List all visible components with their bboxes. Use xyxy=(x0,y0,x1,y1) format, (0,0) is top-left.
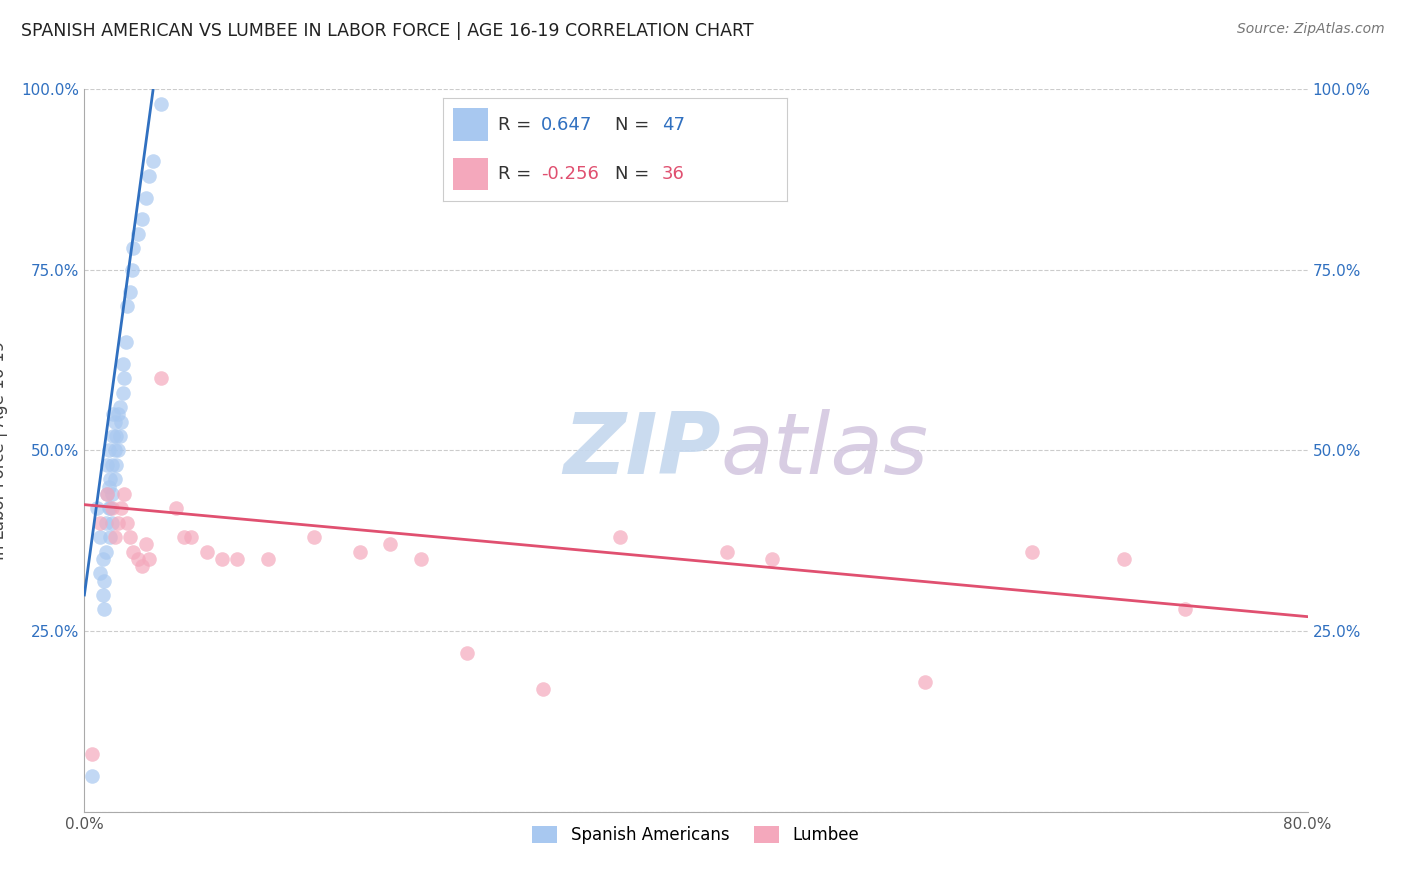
Point xyxy=(93,602,115,616)
Point xyxy=(101,487,124,501)
Point xyxy=(257,551,280,566)
Point xyxy=(97,501,120,516)
Point xyxy=(91,588,114,602)
Point xyxy=(1114,551,1136,566)
Point xyxy=(120,285,142,299)
Point xyxy=(110,501,132,516)
Point xyxy=(105,458,128,472)
Point xyxy=(111,385,134,400)
Point xyxy=(380,537,402,551)
Point xyxy=(761,551,783,566)
Text: R =: R = xyxy=(498,164,537,183)
Point xyxy=(122,544,145,558)
Legend: Spanish Americans, Lumbee: Spanish Americans, Lumbee xyxy=(526,819,866,850)
Point xyxy=(80,747,103,761)
Point xyxy=(1174,602,1197,616)
Point xyxy=(101,458,124,472)
Point xyxy=(302,530,325,544)
Point xyxy=(456,646,478,660)
Point xyxy=(86,501,108,516)
Bar xyxy=(453,108,488,141)
Point xyxy=(104,443,127,458)
Point xyxy=(103,429,125,443)
Text: ZIP: ZIP xyxy=(562,409,720,492)
Point xyxy=(149,371,172,385)
Point xyxy=(108,429,131,443)
Point xyxy=(121,262,143,277)
Y-axis label: In Labor Force | Age 16-19: In Labor Force | Age 16-19 xyxy=(0,341,7,560)
Point xyxy=(108,400,131,414)
Point xyxy=(609,530,631,544)
Point xyxy=(101,501,124,516)
Point xyxy=(104,472,127,486)
Point xyxy=(135,191,157,205)
Point xyxy=(89,530,111,544)
Point xyxy=(80,769,103,783)
Point xyxy=(96,487,118,501)
Point xyxy=(94,544,117,558)
Point xyxy=(91,551,114,566)
Point xyxy=(1021,544,1043,558)
Text: Source: ZipAtlas.com: Source: ZipAtlas.com xyxy=(1237,22,1385,37)
Point xyxy=(531,681,554,696)
Point xyxy=(114,334,136,349)
Text: atlas: atlas xyxy=(720,409,928,492)
Point xyxy=(180,530,202,544)
Point xyxy=(131,212,153,227)
Point xyxy=(107,516,129,530)
Point xyxy=(105,429,128,443)
Point xyxy=(195,544,218,558)
Point xyxy=(103,407,125,421)
Point xyxy=(111,357,134,371)
Text: N =: N = xyxy=(616,116,655,135)
Point xyxy=(173,530,195,544)
Point xyxy=(138,169,160,183)
Point xyxy=(89,566,111,581)
Point xyxy=(110,415,132,429)
Bar xyxy=(453,158,488,190)
Point xyxy=(131,559,153,574)
Point xyxy=(115,516,138,530)
Point xyxy=(98,530,121,544)
Text: N =: N = xyxy=(616,164,655,183)
Point xyxy=(138,551,160,566)
Text: -0.256: -0.256 xyxy=(541,164,599,183)
Point xyxy=(107,443,129,458)
Point xyxy=(149,96,172,111)
Point xyxy=(104,530,127,544)
Point xyxy=(101,516,124,530)
Point xyxy=(226,551,249,566)
Point xyxy=(96,458,118,472)
Point xyxy=(96,487,118,501)
Point xyxy=(112,371,135,385)
Point xyxy=(211,551,233,566)
Text: 36: 36 xyxy=(662,164,685,183)
Text: 0.647: 0.647 xyxy=(541,116,592,135)
Point xyxy=(97,443,120,458)
Point xyxy=(127,551,149,566)
Point xyxy=(120,530,142,544)
Point xyxy=(104,415,127,429)
Point xyxy=(115,299,138,313)
Point xyxy=(93,574,115,588)
Point xyxy=(98,472,121,486)
Text: SPANISH AMERICAN VS LUMBEE IN LABOR FORCE | AGE 16-19 CORRELATION CHART: SPANISH AMERICAN VS LUMBEE IN LABOR FORC… xyxy=(21,22,754,40)
Point xyxy=(716,544,738,558)
Point xyxy=(122,241,145,255)
Text: R =: R = xyxy=(498,116,537,135)
Text: 47: 47 xyxy=(662,116,685,135)
Point xyxy=(135,537,157,551)
Point xyxy=(914,674,936,689)
Point xyxy=(409,551,432,566)
Point xyxy=(97,480,120,494)
Point xyxy=(89,516,111,530)
Point xyxy=(127,227,149,241)
Point xyxy=(165,501,187,516)
Point xyxy=(349,544,371,558)
Point xyxy=(98,501,121,516)
Point xyxy=(142,154,165,169)
Point xyxy=(107,407,129,421)
Point xyxy=(112,487,135,501)
Point xyxy=(94,516,117,530)
